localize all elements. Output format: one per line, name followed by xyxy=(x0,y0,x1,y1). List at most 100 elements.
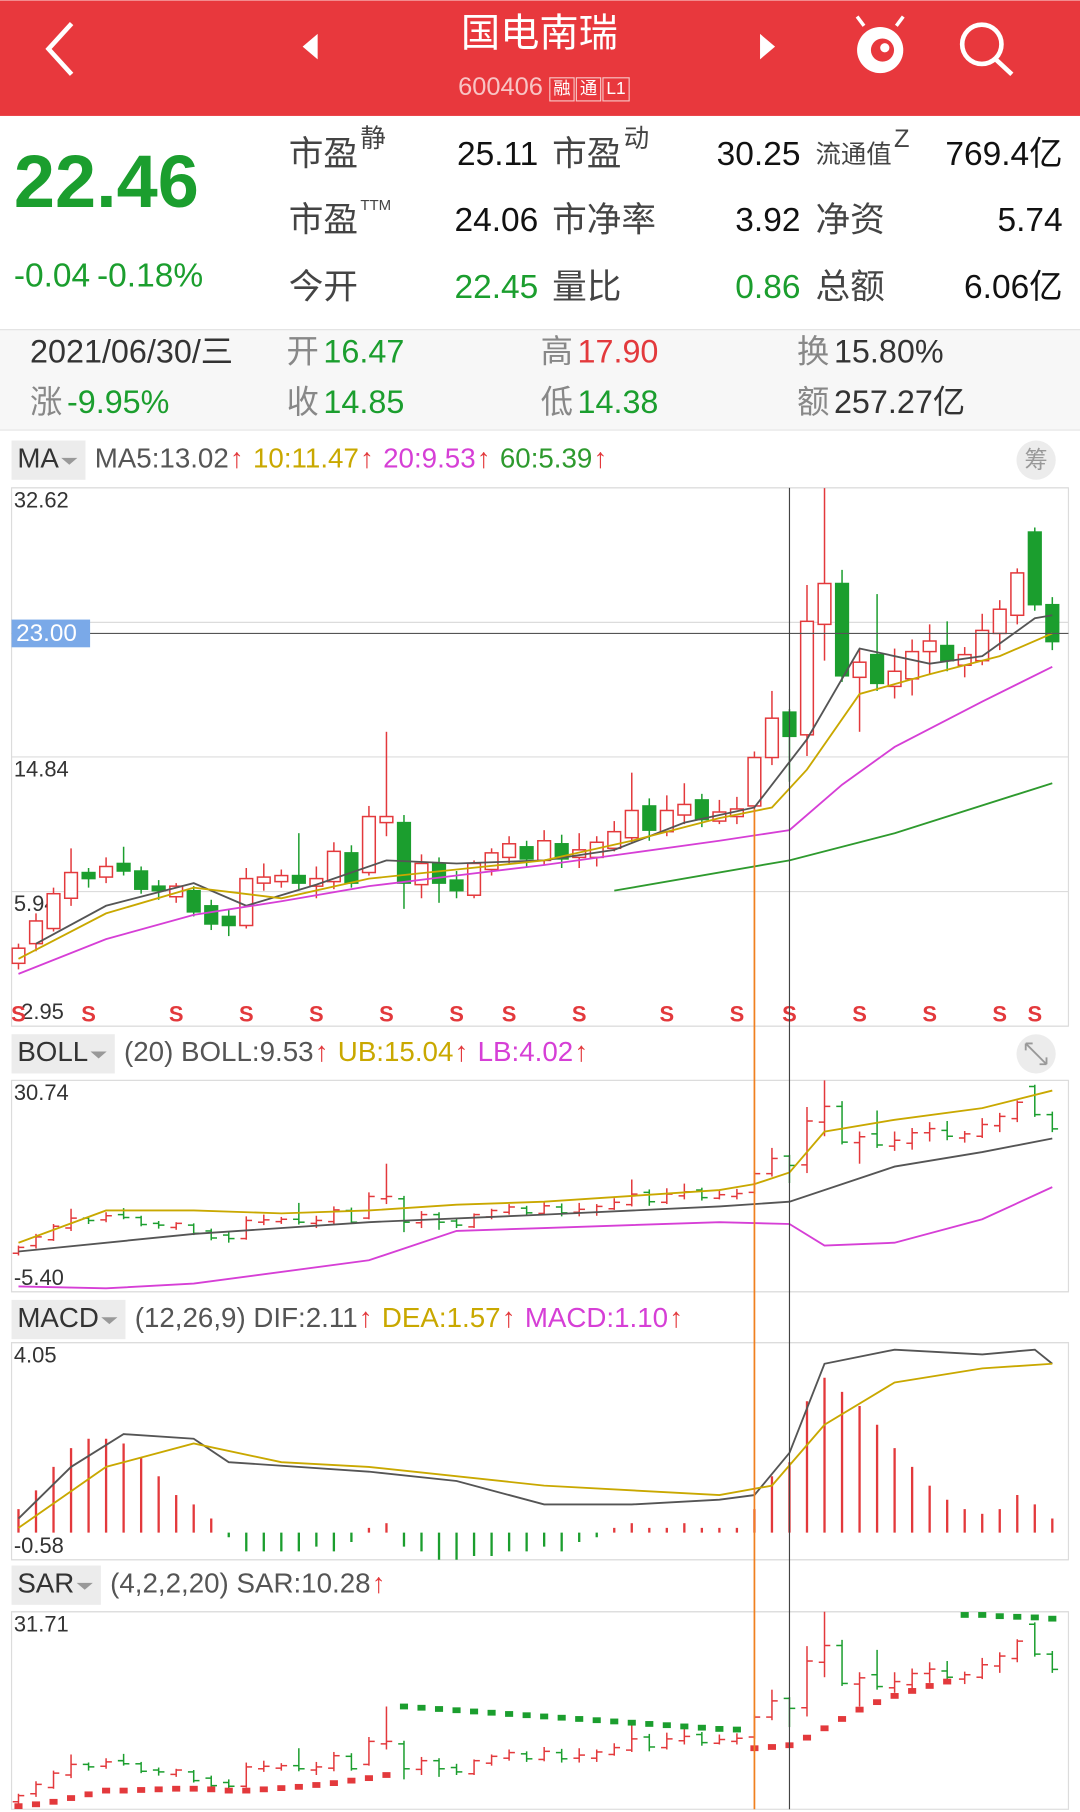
legend-arrow: ↑ xyxy=(230,442,244,473)
legend-item: (12,26,9) DIF:2.11 xyxy=(135,1302,358,1333)
stat-value: 30.25 xyxy=(717,136,801,173)
candle-body xyxy=(852,661,867,679)
sar-dot xyxy=(662,1722,671,1729)
sar-dot xyxy=(154,1786,163,1793)
s-marker: S xyxy=(502,1002,517,1027)
legend-item: 20:9.53 xyxy=(383,442,475,473)
s-marker: S xyxy=(730,1002,745,1027)
candle-body xyxy=(449,879,464,892)
stat-value: 25.11 xyxy=(457,136,538,173)
chip-button[interactable] xyxy=(1016,440,1056,480)
plot-frame xyxy=(10,1079,1070,1293)
badge xyxy=(549,77,575,102)
indicator-button-label: SAR xyxy=(17,1568,74,1599)
sar-dot xyxy=(277,1785,286,1791)
candle-body xyxy=(134,870,149,890)
dropdown-arrow xyxy=(76,1582,93,1590)
sar-dot xyxy=(820,1725,829,1732)
plot-area xyxy=(17,1348,1054,1560)
stat-label: 市盈 xyxy=(552,136,621,174)
stat-sup: Z xyxy=(894,125,910,153)
sar-dot xyxy=(31,1801,41,1808)
sar-dot xyxy=(417,1704,426,1711)
sar-dot xyxy=(505,1711,514,1717)
sar-dot xyxy=(627,1719,636,1726)
candle-body xyxy=(677,803,692,816)
candle-body xyxy=(1027,531,1042,606)
day-label: 涨 xyxy=(30,384,62,420)
legend-arrow: ↑ xyxy=(315,1036,329,1067)
s-marker: S xyxy=(169,1002,184,1027)
sar-dot xyxy=(102,1787,111,1794)
y-tick-label: 4.05 xyxy=(14,1342,57,1367)
sar-dot xyxy=(802,1734,812,1741)
sar-dot xyxy=(575,1716,584,1722)
sar-dot xyxy=(943,1678,952,1685)
legend-arrow: ↑ xyxy=(594,442,608,473)
legend-item: 60:5.39 xyxy=(500,442,592,473)
plot-area xyxy=(12,1611,1059,1810)
stat-value: 3.92 xyxy=(735,202,800,239)
plot-area xyxy=(12,1080,1059,1290)
day-label: 换 xyxy=(797,333,829,369)
candle-body xyxy=(834,582,850,677)
chip-button-label: 筹 xyxy=(1025,446,1048,472)
stat-sup: 静 xyxy=(360,125,385,153)
sar-dot xyxy=(540,1713,549,1720)
indicator-line xyxy=(35,614,1053,945)
candle-body xyxy=(256,876,271,884)
candle-body xyxy=(992,608,1007,635)
back-button[interactable] xyxy=(45,21,74,76)
candle-body xyxy=(764,717,780,759)
candle-body xyxy=(799,620,815,736)
candle-body xyxy=(98,865,114,878)
legend-item: 10:11.47 xyxy=(253,442,359,473)
sar-dot xyxy=(925,1683,934,1689)
stat-label: 今开 xyxy=(289,268,358,306)
sar-dot xyxy=(855,1706,864,1713)
candle-body xyxy=(326,850,341,883)
day-value: -9.95% xyxy=(67,384,169,420)
sar-dot xyxy=(452,1707,461,1714)
sar-dot xyxy=(312,1782,321,1788)
candle-body xyxy=(81,871,96,880)
candle-body xyxy=(239,877,254,927)
legend-item: UB:15.04 xyxy=(338,1036,454,1067)
y-tick-label: 31.71 xyxy=(14,1611,69,1636)
stat-sup: TTM xyxy=(360,197,391,214)
sar-dot xyxy=(697,1724,706,1731)
expand-icon xyxy=(1024,1042,1048,1066)
s-marker: S xyxy=(11,1002,26,1027)
stat-label: 市净率 xyxy=(552,201,656,239)
candle-body xyxy=(905,650,920,680)
sar-dot xyxy=(189,1785,198,1792)
sar-dot xyxy=(137,1787,146,1793)
prev-stock[interactable] xyxy=(302,33,318,60)
sar-dot xyxy=(1048,1615,1057,1622)
search-button[interactable] xyxy=(959,22,1014,77)
candle-body xyxy=(922,640,937,653)
candle-body xyxy=(186,889,201,913)
candle-body xyxy=(519,846,534,860)
last-price: 22.46 xyxy=(14,140,199,223)
day-value: 257.27亿 xyxy=(834,384,965,420)
day-value: 17.90 xyxy=(578,333,659,369)
stat-label: 量比 xyxy=(552,268,621,306)
assistant-icon[interactable] xyxy=(855,15,905,74)
sar-dot xyxy=(242,1787,251,1794)
stat-value: 24.06 xyxy=(454,202,538,239)
badge xyxy=(602,77,630,102)
indicator-button-label: MA xyxy=(17,442,59,473)
sar-dot xyxy=(767,1744,776,1750)
day-value: 14.38 xyxy=(578,384,659,420)
candle-body xyxy=(642,805,657,831)
badge-label: 融 xyxy=(553,78,570,98)
next-stock[interactable] xyxy=(760,33,776,60)
sar-dot xyxy=(645,1721,654,1727)
candle-body xyxy=(396,821,412,884)
crosshair-label-bg xyxy=(11,619,91,648)
indicator-line xyxy=(614,782,1053,892)
stat-sup: 动 xyxy=(624,125,649,153)
candle-body xyxy=(1045,603,1060,643)
